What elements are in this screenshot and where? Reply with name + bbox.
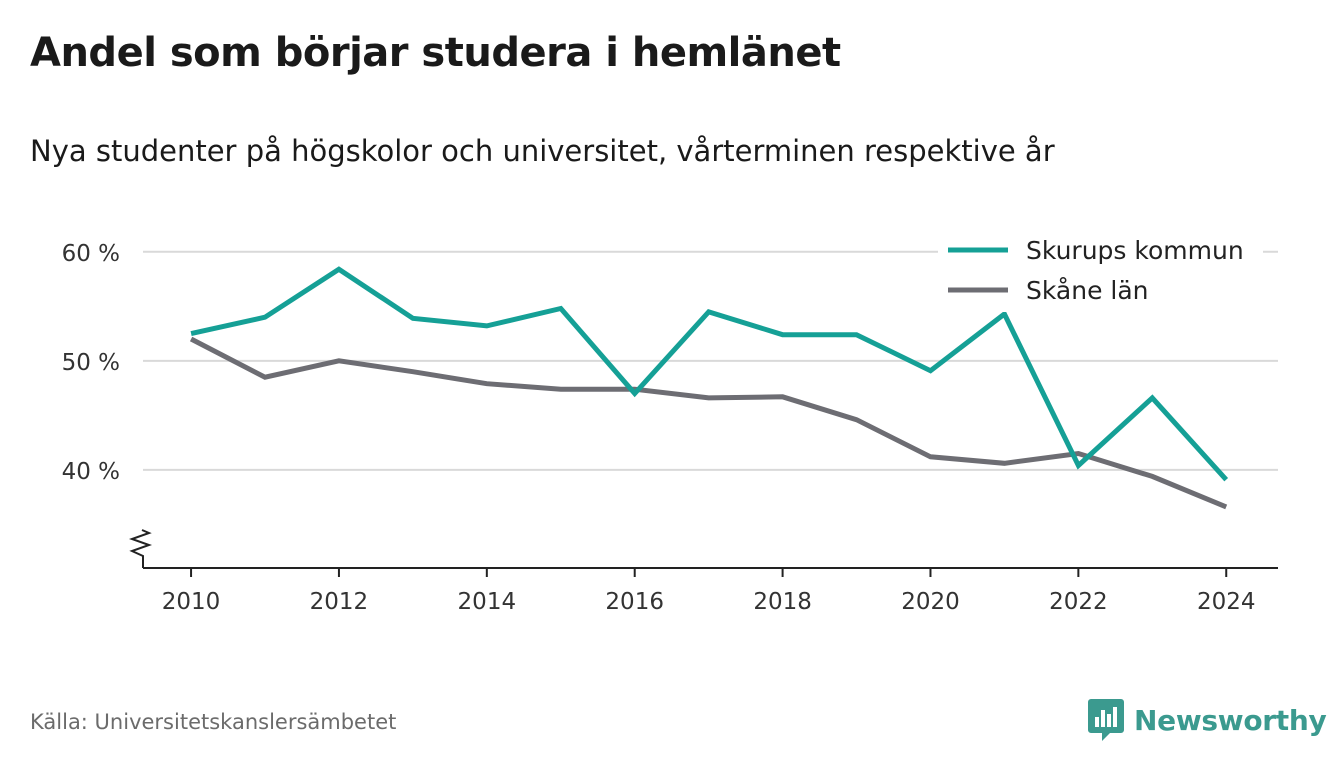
newsworthy-logo-icon [1088,699,1124,741]
legend-box [938,227,1263,312]
legend-label: Skåne län [1026,276,1149,305]
y-tick-label: 60 % [62,241,120,267]
axis-break-icon [128,529,153,568]
x-tick-label: 2016 [605,589,664,615]
x-tick-label: 2024 [1197,589,1256,615]
y-tick-label: 50 % [62,350,120,376]
series-line [190,266,1229,482]
brand-name: Newsworthy [1134,703,1327,737]
x-tick-label: 2010 [162,589,221,615]
chart-subtitle: Nya studenter på högskolor och universit… [30,134,1055,168]
chart-title: Andel som börjar studera i hemlänet [30,30,841,76]
x-tick-label: 2022 [1049,589,1108,615]
series-line [189,336,1228,510]
x-tick-label: 2012 [310,589,369,615]
x-tick-label: 2020 [901,589,960,615]
y-tick-label: 40 % [62,459,120,485]
x-tick-label: 2014 [458,589,517,615]
source-note: Källa: Universitetskanslersämbetet [30,710,397,734]
brand-logo[interactable]: Newsworthy [1088,698,1327,742]
legend-label: Skurups kommun [1026,236,1244,265]
x-tick-label: 2018 [753,589,812,615]
